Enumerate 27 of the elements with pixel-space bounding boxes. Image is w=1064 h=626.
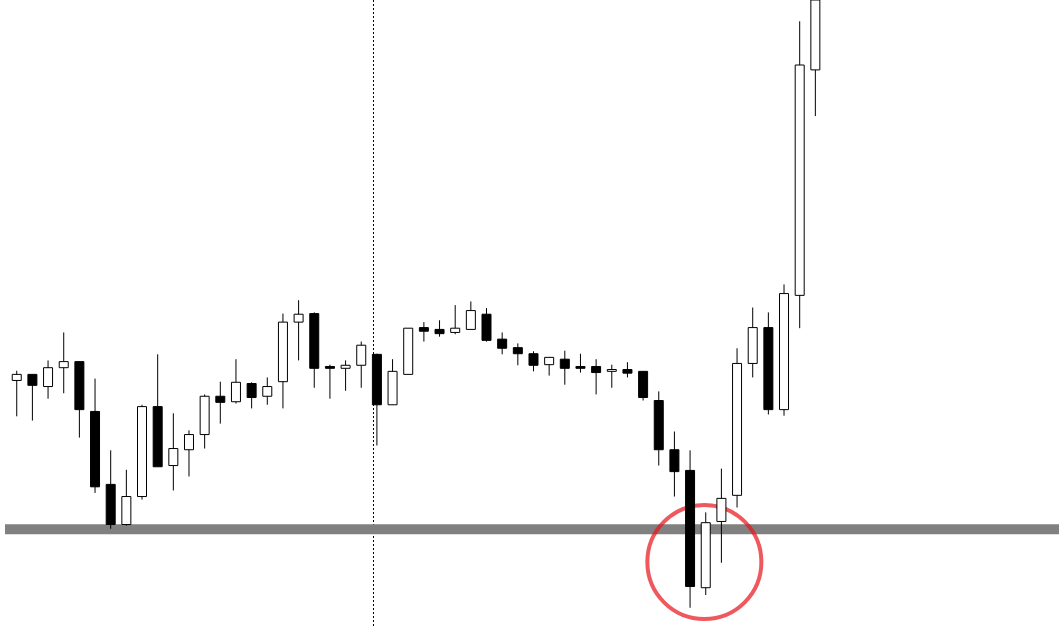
candlestick [58, 331, 69, 394]
candlestick [11, 370, 22, 417]
candlestick [183, 429, 194, 477]
candlestick [559, 350, 570, 386]
candlestick [669, 431, 680, 498]
candlestick [168, 412, 179, 491]
candlestick [27, 373, 38, 422]
candlestick [465, 300, 476, 330]
candlestick [450, 304, 461, 335]
candlestick [262, 376, 273, 406]
candlestick [293, 299, 304, 361]
candlestick [230, 358, 241, 405]
candlestick [43, 359, 54, 400]
candlestick [716, 468, 727, 564]
candlestick [591, 358, 602, 395]
candlestick [418, 321, 429, 343]
candlestick [246, 381, 257, 409]
candlestick [544, 356, 555, 377]
candlestick [356, 341, 367, 389]
candlestick [340, 359, 351, 392]
candlestick [528, 350, 539, 372]
candlestick [606, 364, 617, 389]
candlestick [512, 342, 523, 366]
candlestick [575, 353, 586, 374]
candlestick [324, 364, 335, 400]
candlestick [497, 331, 508, 355]
candlestick [215, 381, 226, 425]
